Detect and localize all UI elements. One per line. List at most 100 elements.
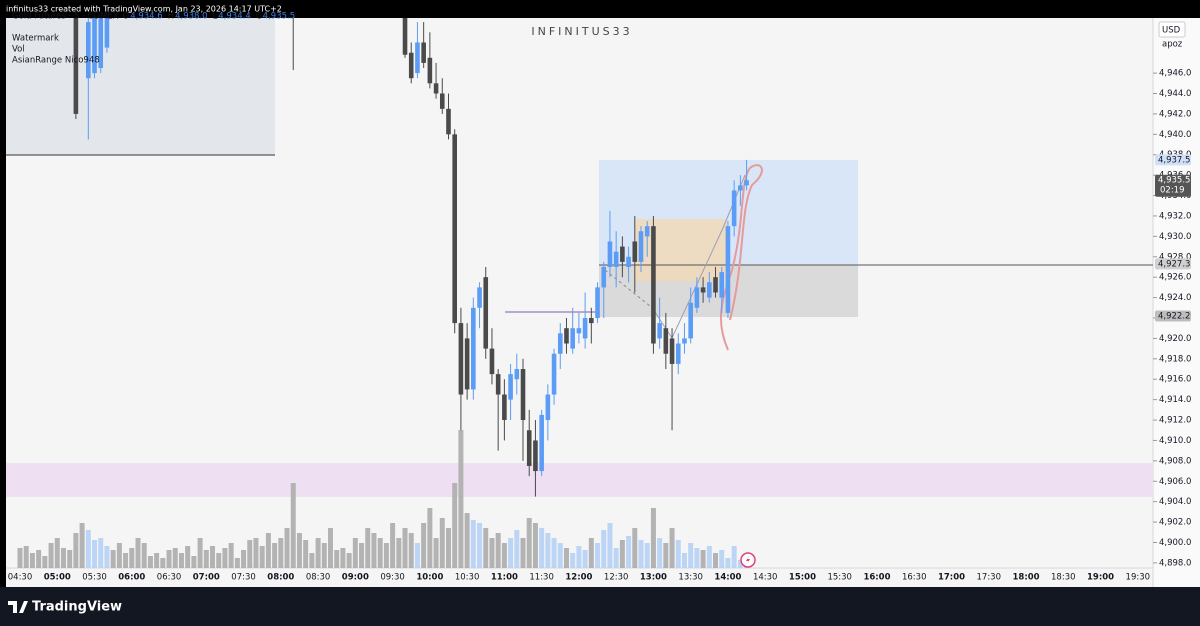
- candle-body: [675, 343, 681, 364]
- legend-symbol: Gold Futures · 5 · COMEX: [12, 12, 119, 22]
- candle-body: [86, 22, 91, 79]
- y-tick-label: 4,942.0: [1159, 109, 1191, 119]
- x-tick-label: 08:00: [267, 573, 294, 583]
- candle-body: [489, 348, 495, 375]
- candle-body: [725, 226, 731, 313]
- volume-bar: [85, 530, 91, 568]
- volume-bar: [265, 533, 271, 568]
- candle-body: [421, 42, 426, 63]
- volume-bar: [520, 538, 526, 568]
- volume-bar: [92, 540, 98, 568]
- x-tick-label: 14:30: [753, 573, 778, 583]
- volume-bar: [663, 543, 669, 568]
- candle-body: [402, 18, 408, 55]
- price-tag-label: 4,927.3: [1158, 259, 1190, 269]
- y-tick-label: 4,898.0: [1159, 558, 1191, 568]
- volume-bar: [110, 550, 116, 568]
- volume-bar: [241, 550, 247, 568]
- y-tick-label: 4,926.0: [1159, 273, 1191, 283]
- x-tick-label: 08:30: [306, 573, 331, 583]
- alert-icon[interactable]: [740, 552, 756, 568]
- legend-key: L: [213, 12, 218, 22]
- volume-bar: [141, 543, 147, 568]
- price-tag-label: 4,922.2: [1158, 311, 1190, 321]
- volume-bar: [48, 543, 54, 568]
- volume-bar: [321, 543, 327, 568]
- candle-body: [427, 57, 433, 84]
- volume-bar: [359, 543, 365, 568]
- legend-value: 4,934.4: [218, 12, 250, 22]
- volume-bar: [197, 538, 203, 568]
- candle-body: [731, 190, 737, 227]
- price-tag: [1155, 174, 1191, 197]
- volume-bar: [408, 533, 414, 568]
- demand-zone: [6, 463, 1153, 497]
- volume-bar: [54, 538, 60, 568]
- volume-bar: [365, 528, 371, 568]
- volume-bar: [253, 538, 259, 568]
- volume-bar: [129, 548, 135, 568]
- volume-bar: [228, 543, 234, 568]
- y-tick-label: 4,908.0: [1159, 456, 1191, 466]
- volume-bar: [464, 513, 470, 568]
- candle-body: [632, 241, 638, 262]
- volume-bar: [607, 523, 613, 568]
- candle-body: [601, 266, 607, 288]
- volume-bar: [470, 520, 476, 568]
- y-tick-label: 4,930.0: [1159, 232, 1191, 242]
- x-tick-label: 16:30: [902, 573, 927, 583]
- volume-bar: [563, 548, 569, 568]
- volume-bar: [725, 558, 731, 568]
- volume-bar: [17, 548, 23, 568]
- currency[interactable]: USD: [1162, 26, 1181, 36]
- volume-bar: [203, 550, 209, 568]
- volume-bar: [681, 553, 687, 568]
- volume-bar: [67, 550, 73, 568]
- volume-bar: [178, 553, 184, 568]
- volume-bar: [483, 528, 489, 568]
- y-tick-label: 4,940.0: [1159, 130, 1191, 140]
- scale-mode[interactable]: apoz: [1162, 40, 1183, 50]
- price-tag-label: 4,935.5: [1158, 176, 1190, 186]
- volume-bar: [588, 538, 594, 568]
- volume-bar: [495, 533, 501, 568]
- volume-bar: [700, 550, 706, 568]
- volume-bar: [222, 548, 228, 568]
- volume-bar: [185, 546, 191, 568]
- x-tick-label: 04:30: [8, 573, 33, 583]
- x-tick-label: 15:00: [789, 573, 816, 583]
- volume-bar: [719, 550, 725, 568]
- volume-bar: [328, 528, 333, 568]
- volume-bar: [98, 538, 104, 568]
- currency-box[interactable]: [1158, 21, 1186, 38]
- candle-body: [520, 369, 526, 421]
- x-tick-label: 17:30: [977, 573, 1002, 583]
- x-tick-label: 18:30: [1051, 573, 1076, 583]
- y-tick-label: 4,932.0: [1159, 211, 1191, 221]
- volume-bar: [539, 528, 545, 568]
- volume-bar: [23, 546, 29, 568]
- x-tick-label: 13:00: [640, 573, 667, 583]
- volume-bar: [508, 538, 514, 568]
- volume-bar: [532, 523, 538, 568]
- candle-body: [564, 328, 569, 344]
- candle-body: [644, 226, 650, 237]
- candle-body: [477, 287, 482, 308]
- candle-body: [514, 369, 520, 380]
- volume-bar: [352, 538, 358, 568]
- legend-key: H: [168, 12, 174, 22]
- x-tick-label: 11:00: [491, 573, 518, 583]
- candle-body: [589, 318, 594, 324]
- candle-body: [576, 328, 582, 334]
- y-tick-label: 4,914.0: [1159, 395, 1191, 405]
- volume-bar: [36, 550, 42, 568]
- legend-indicator: Vol: [12, 45, 25, 55]
- volume-bar: [371, 533, 377, 568]
- volume-bar: [290, 483, 296, 568]
- candle-body: [557, 333, 563, 354]
- volume-bar: [315, 538, 321, 568]
- x-tick-label: 12:30: [604, 573, 629, 583]
- x-tick-label: 05:30: [82, 573, 107, 583]
- price-axis: [1153, 18, 1200, 587]
- volume-bar: [259, 546, 265, 568]
